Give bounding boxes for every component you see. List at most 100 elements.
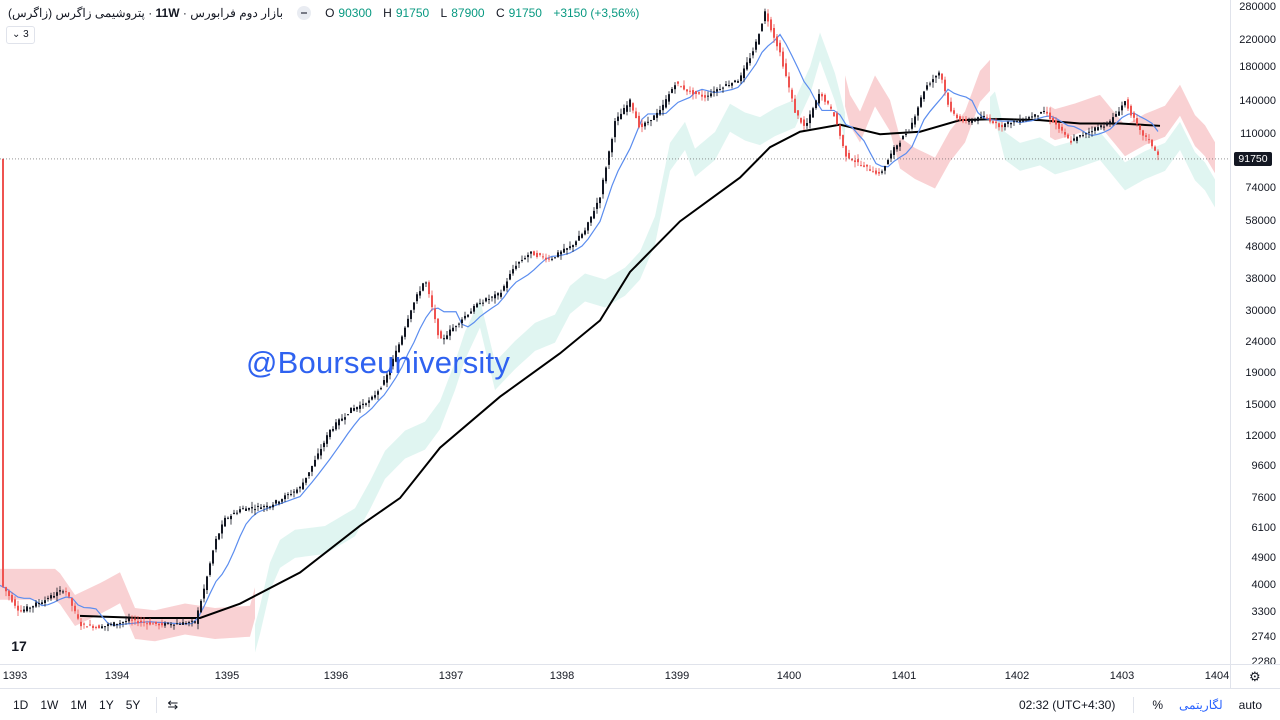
candle-body xyxy=(317,453,319,459)
range-button-1y[interactable]: 1Y xyxy=(99,697,114,712)
candle-body xyxy=(956,114,958,119)
auto-scale-toggle[interactable]: auto xyxy=(1238,697,1262,712)
candle-body xyxy=(794,98,796,113)
legend-interval: 11W xyxy=(155,6,180,20)
candle-body xyxy=(365,403,367,405)
candle-body xyxy=(41,602,43,605)
candle-body xyxy=(269,506,271,508)
candle-body xyxy=(221,524,223,534)
candle-body xyxy=(821,93,823,97)
candle-body xyxy=(986,117,988,119)
price-tick-label: 110000 xyxy=(1240,128,1276,141)
candle-body xyxy=(98,625,100,629)
range-button-1m[interactable]: 1M xyxy=(70,697,88,712)
candle-body xyxy=(974,120,976,122)
candle-body xyxy=(683,85,685,90)
time-tick-label: 1401 xyxy=(891,670,917,682)
candle-body xyxy=(926,85,928,90)
candle-body xyxy=(185,623,187,625)
candle-body xyxy=(407,318,409,327)
candle-body xyxy=(440,331,442,339)
candle-body xyxy=(176,623,178,625)
candle-body xyxy=(5,587,7,592)
clock-timezone[interactable]: 02:32 (UTC+4:30) xyxy=(1018,697,1116,712)
divider xyxy=(156,696,158,713)
range-button-5y[interactable]: 5Y xyxy=(125,697,141,712)
candle-body xyxy=(329,429,331,438)
candle-body xyxy=(761,23,763,31)
candle-body xyxy=(596,202,598,209)
candle-body xyxy=(1118,111,1120,116)
candle-body xyxy=(902,135,904,140)
high-value: 91750 xyxy=(395,6,430,20)
collapse-indicators-button[interactable]: ⌄ 3 xyxy=(6,26,35,44)
candle-body xyxy=(275,500,277,504)
time-axis[interactable]: 1393 1394 1395 1396 1397 1398 1399 1400 1401 1402… xyxy=(0,664,1230,688)
candle-body xyxy=(614,121,616,138)
range-button-1w[interactable]: 1W xyxy=(40,697,59,712)
log-scale-toggle[interactable]: لگاریتمی xyxy=(1179,697,1223,712)
chart-area[interactable] xyxy=(0,0,1230,664)
candle-body xyxy=(359,405,361,409)
price-tick-label: 9600 xyxy=(1251,460,1276,473)
candle-body xyxy=(1001,124,1003,128)
candle-body xyxy=(872,171,874,173)
candle-body xyxy=(845,145,847,157)
price-chart[interactable] xyxy=(0,0,1230,664)
candle-body xyxy=(815,100,817,109)
price-tick-label: 280000 xyxy=(1239,1,1276,13)
ichimoku-cloud-bullish xyxy=(255,32,1215,664)
candle-body xyxy=(1067,134,1069,139)
price-tick-label: 48000 xyxy=(1245,241,1276,254)
candle-body xyxy=(551,258,553,260)
candle-body xyxy=(1013,121,1015,123)
candle-body xyxy=(989,117,991,122)
candle-body xyxy=(917,107,919,116)
price-tick-label: 74000 xyxy=(1245,182,1276,195)
indicator-count: 3 xyxy=(23,29,29,40)
candle-body xyxy=(377,391,379,395)
candle-body xyxy=(335,422,337,430)
legend-title[interactable]: بازار دوم فرابورس · 11W · پتروشیمی زاگرس… xyxy=(8,6,284,20)
candle-body xyxy=(698,92,700,94)
percent-toggle[interactable]: % xyxy=(1152,697,1163,712)
candle-body xyxy=(68,592,70,597)
candle-body xyxy=(428,282,430,295)
candle-body xyxy=(1100,125,1102,128)
divider xyxy=(1133,696,1135,713)
candle-body xyxy=(734,80,736,83)
candle-body xyxy=(374,395,376,398)
candle-body xyxy=(107,624,109,626)
candle-body xyxy=(137,621,139,624)
candle-body xyxy=(983,115,985,118)
candle-body xyxy=(863,165,865,167)
candle-body xyxy=(764,11,766,22)
candle-body xyxy=(449,329,451,336)
tradingview-logo[interactable]: 17 xyxy=(4,634,34,658)
legend-menu-icon[interactable] xyxy=(297,6,312,20)
candle-body xyxy=(1055,120,1057,125)
price-tick-label: 24000 xyxy=(1245,335,1276,348)
candle-body xyxy=(758,34,760,45)
candle-body xyxy=(1124,101,1126,106)
candle-body xyxy=(116,623,118,626)
candle-body xyxy=(206,576,208,591)
candle-body xyxy=(263,506,265,508)
candle-body xyxy=(416,294,418,302)
candle-body xyxy=(677,81,679,84)
goto-date-icon[interactable]: ⇆ xyxy=(167,696,179,712)
candle-body xyxy=(620,113,622,120)
candle-body xyxy=(548,258,550,260)
candle-body xyxy=(1097,127,1099,131)
candle-body xyxy=(980,116,982,119)
candle-body xyxy=(1151,139,1153,147)
candle-body xyxy=(689,90,691,92)
candle-body xyxy=(662,104,664,111)
candle-body xyxy=(848,152,850,159)
price-axis[interactable]: 280000 220000 180000 140000 110000 74000 58000… xyxy=(1230,0,1280,668)
time-tick-label: 1394 xyxy=(104,670,130,682)
range-button-1d[interactable]: 1D xyxy=(13,697,29,712)
chart-settings-button[interactable]: ⚙ xyxy=(1230,664,1280,688)
candle-body xyxy=(668,94,670,102)
candle-body xyxy=(740,75,742,82)
